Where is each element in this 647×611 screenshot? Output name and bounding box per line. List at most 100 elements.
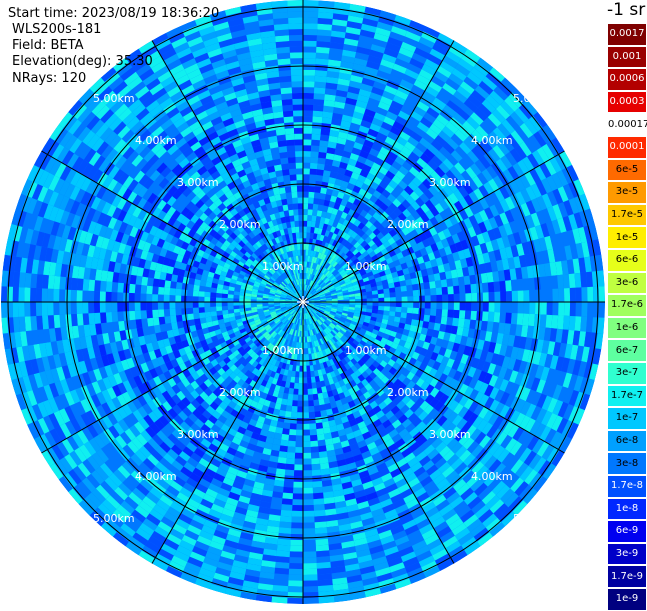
range-gate-cell [192, 290, 200, 297]
range-gate-cell [146, 285, 153, 295]
range-gate-cell [504, 196, 516, 210]
range-gate-cell [335, 287, 342, 292]
range-gate-cell [277, 538, 291, 546]
range-gate-cell [327, 141, 337, 149]
range-gate-cell [496, 237, 505, 250]
range-gate-cell [204, 291, 211, 298]
range-gate-cell [349, 152, 360, 162]
range-gate-cell [307, 250, 312, 257]
range-gate-cell [334, 148, 344, 157]
range-gate-cell [391, 175, 402, 185]
range-gate-cell [494, 201, 505, 215]
range-gate-cell [467, 133, 480, 147]
range-gate-cell [371, 286, 378, 292]
range-gate-cell [192, 307, 200, 314]
range-gate-cell [350, 224, 358, 232]
range-gate-cell [314, 221, 320, 229]
range-gate-cell [303, 406, 309, 413]
range-gate-cell [317, 279, 323, 285]
range-gate-cell [510, 130, 524, 145]
range-gate-cell [298, 383, 303, 390]
range-gate-cell [371, 254, 379, 262]
range-gate-cell [330, 276, 336, 282]
range-gate-cell [569, 287, 576, 302]
range-gate-cell [330, 289, 337, 294]
range-gate-cell [164, 315, 172, 324]
range-gate-cell [210, 292, 217, 298]
range-gate-cell [71, 277, 78, 291]
range-gate-cell [463, 76, 479, 90]
range-gate-cell [411, 220, 420, 230]
range-gate-cell [290, 533, 303, 541]
range-gate-cell [465, 166, 477, 180]
range-gate-cell [447, 225, 457, 236]
range-gate-cell [181, 289, 188, 296]
range-gate-cell [384, 268, 392, 276]
range-gate-cell [152, 309, 159, 318]
range-gate-cell [382, 240, 391, 249]
range-gate-cell [317, 439, 326, 447]
range-gate-cell [516, 243, 525, 257]
range-gate-cell [307, 394, 314, 401]
range-gate-cell [566, 164, 579, 182]
range-gate-cell [512, 232, 522, 245]
range-gate-cell [341, 287, 348, 292]
range-gate-cell [306, 267, 309, 274]
range-gate-cell [466, 71, 483, 86]
range-gate-cell [378, 126, 391, 137]
range-gate-cell [531, 150, 545, 166]
range-gate-cell [369, 194, 379, 204]
range-gate-cell [349, 122, 361, 131]
range-gate-cell [350, 74, 364, 84]
range-gate-cell [70, 289, 77, 302]
range-gate-cell [460, 170, 473, 183]
range-gate-cell [310, 157, 319, 164]
range-gate-cell [313, 283, 319, 290]
range-gate-cell [319, 295, 326, 299]
range-gate-cell [527, 153, 540, 169]
range-gate-cell [530, 183, 542, 199]
range-gate-cell [371, 117, 384, 127]
range-gate-cell [442, 158, 455, 170]
range-gate-cell [310, 452, 320, 459]
range-gate-cell [488, 250, 497, 263]
range-gate-cell [346, 283, 353, 288]
range-gate-cell [303, 58, 316, 65]
range-gate-cell [448, 261, 457, 271]
range-gate-cell [312, 486, 324, 494]
range-gate-cell [484, 194, 495, 208]
range-gate-cell [307, 294, 313, 299]
range-gate-cell [311, 274, 315, 281]
range-gate-cell [328, 219, 335, 227]
range-gate-cell [309, 180, 316, 187]
range-gate-cell [323, 269, 329, 275]
range-gate-cell [412, 146, 424, 158]
range-gate-cell [332, 279, 339, 285]
range-gate-cell [342, 289, 349, 294]
range-gate-cell [319, 281, 325, 287]
range-gate-cell [547, 190, 558, 207]
range-gate-cell [309, 429, 317, 436]
range-gate-cell [374, 276, 382, 283]
range-gate-cell [193, 284, 200, 292]
range-gate-cell [233, 294, 240, 299]
range-gate-cell [329, 287, 336, 292]
range-gate-cell [445, 121, 459, 134]
range-gate-cell [99, 291, 106, 302]
range-gate-cell [175, 308, 182, 316]
range-gate-cell [306, 285, 309, 291]
range-gate-cell [415, 172, 427, 183]
range-gate-cell [368, 216, 377, 225]
range-gate-cell [345, 250, 353, 257]
range-gate-cell [435, 240, 444, 250]
range-gate-cell [464, 284, 472, 294]
range-gate-cell [363, 264, 371, 271]
range-gate-cell [53, 314, 61, 329]
range-gate-cell [320, 297, 326, 300]
range-gate-cell [343, 206, 351, 215]
range-gate-cell [325, 294, 332, 298]
range-gate-cell [321, 181, 329, 189]
range-gate-cell [316, 567, 332, 575]
range-gate-cell [355, 136, 366, 145]
range-gate-cell [307, 286, 311, 292]
